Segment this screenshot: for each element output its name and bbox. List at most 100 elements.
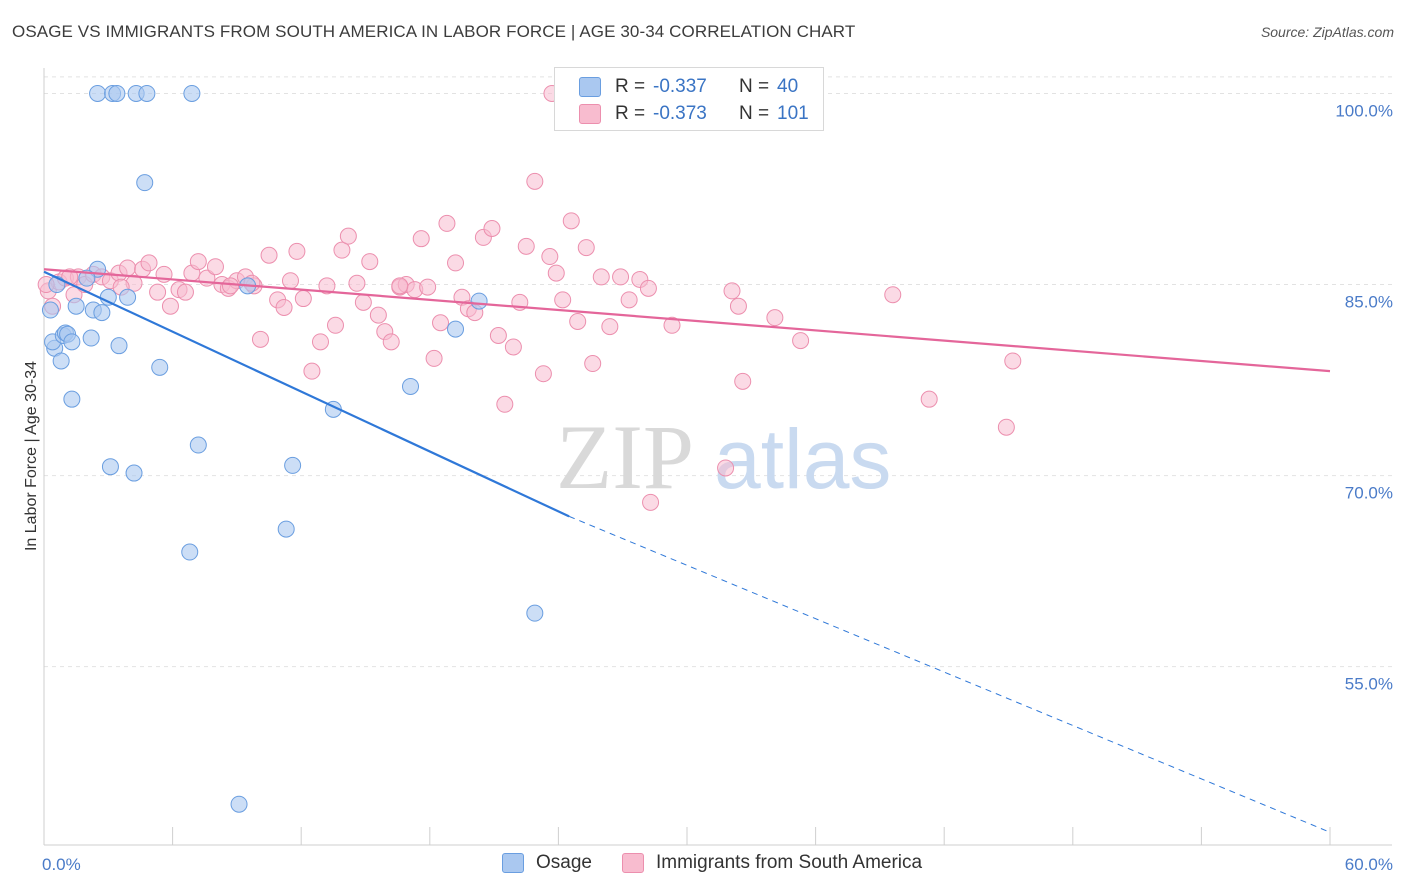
immigrants-point [663,316,681,334]
immigrants-point [639,279,657,297]
immigrants-point [569,312,587,330]
osage-legend-label: Osage [536,852,592,873]
watermark-zip: ZIP [556,406,694,508]
immigrants-point [206,258,224,276]
immigrants-point [766,309,784,327]
immigrants-point [260,246,278,264]
immigrants-point [303,362,321,380]
legend-item-osage[interactable]: Osage [502,852,592,874]
y-axis-label: In Labor Force | Age 30-34 [23,361,40,551]
immigrants-r-label: R = [615,103,646,124]
osage-point [63,390,81,408]
osage-point [189,436,207,454]
osage-point [110,337,128,355]
osage-point [447,320,465,338]
immigrants-point [1004,352,1022,370]
immigrants-point [288,242,306,260]
immigrants-r-value: -0.373 [653,103,707,124]
immigrants-point [496,395,514,413]
osage-point [151,358,169,376]
osage-point [136,174,154,192]
immigrants-point [419,278,437,296]
y-tick-label: 85.0% [1345,293,1393,312]
immigrants-point [382,333,400,351]
immigrants-point [642,493,660,511]
y-tick-label: 70.0% [1345,484,1393,503]
immigrants-point [326,316,344,334]
trend-lines [43,268,1331,833]
immigrants-point [294,290,312,308]
legend-row-immigrants: R = -0.373 N = 101 [579,101,809,127]
immigrants-point [275,298,293,316]
series-legend: Osage Immigrants from South America [0,852,1406,878]
immigrants-point [584,355,602,373]
immigrants-point [792,332,810,350]
immigrants-point [526,172,544,190]
osage-point [526,604,544,622]
immigrants-point [601,318,619,336]
immigrants-point [251,330,269,348]
osage-r-value: -0.337 [653,76,707,97]
immigrants-point [592,268,610,286]
immigrants-point [161,297,179,315]
osage-point [52,352,70,370]
osage-point [181,543,199,561]
legend-item-immigrants[interactable]: Immigrants from South America [622,852,922,874]
osage-point [93,304,111,322]
immigrants-point [339,227,357,245]
immigrants-point [612,268,630,286]
immigrants-n-label: N = [739,103,770,124]
immigrants-point [281,272,299,290]
osage-point [41,301,59,319]
osage-point [89,84,107,102]
immigrants-point [354,293,372,311]
immigrants-point [547,264,565,282]
immigrants-point [119,259,137,277]
source-label: Source: ZipAtlas.com [1260,24,1394,40]
tick-labels: 55.0% 70.0% 85.0% 100.0% 0.0% 60.0% [42,101,1393,874]
osage-point [78,269,96,287]
immigrants-point [554,291,572,309]
immigrants-point [140,254,158,272]
immigrants-point [504,338,522,356]
chart-title: OSAGE VS IMMIGRANTS FROM SOUTH AMERICA I… [12,22,856,41]
immigrants-point [562,212,580,230]
immigrants-point [189,253,207,271]
osage-trend-line [43,270,570,518]
osage-n-label: N = [739,76,770,97]
osage-point [284,456,302,474]
osage-point [277,520,295,538]
osage-legend-swatch [502,853,524,873]
immigrants-legend-swatch [622,853,644,873]
immigrants-n-value: 101 [777,103,809,124]
correlation-legend: R = -0.337 N = 40 R = -0.373 N = 101 [554,67,824,131]
immigrants-swatch [579,104,601,124]
osage-n-value: 40 [777,76,799,97]
osage-point [82,329,100,347]
osage-point [125,464,143,482]
immigrants-point [432,314,450,332]
osage-point [108,84,126,102]
osage-swatch [579,77,601,97]
osage-trend-extrapolation [568,515,1331,833]
osage-point [63,333,81,351]
immigrants-point [438,214,456,232]
y-tick-label: 100.0% [1335,101,1393,120]
osage-point [67,297,85,315]
immigrants-point [489,326,507,344]
immigrants-point [447,254,465,272]
grid-lines [44,76,1392,668]
immigrants-point [333,241,351,259]
immigrants-point [997,418,1015,436]
osage-r-label: R = [615,76,646,97]
x-tick-label: 60.0% [1345,855,1393,874]
immigrants-point [412,230,430,248]
osage-points [41,84,544,813]
immigrants-point [723,282,741,300]
immigrants-point [717,459,735,477]
osage-point [230,795,248,813]
immigrants-point [318,277,336,295]
immigrants-trend-line [43,268,1331,373]
osage-point [183,84,201,102]
